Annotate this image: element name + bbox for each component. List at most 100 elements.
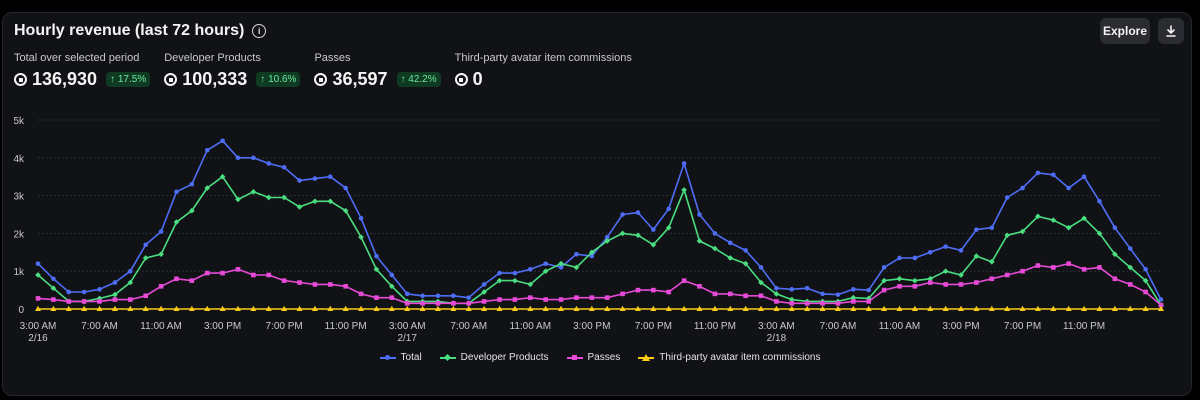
- info-icon[interactable]: i: [252, 24, 267, 38]
- data-point: [35, 261, 41, 266]
- y-tick-label: 5k: [13, 116, 25, 127]
- data-point: [896, 275, 903, 282]
- data-point: [1004, 195, 1010, 200]
- data-point: [712, 291, 718, 297]
- explore-button[interactable]: Explore: [1100, 18, 1150, 44]
- data-point: [788, 305, 795, 311]
- data-point: [342, 305, 349, 311]
- data-point: [511, 305, 518, 311]
- robux-icon: [454, 73, 468, 86]
- data-point: [635, 210, 641, 215]
- data-point: [558, 265, 564, 270]
- x-tick-label: 3:00 AM: [389, 321, 426, 332]
- data-point: [420, 301, 425, 306]
- data-point: [851, 287, 856, 292]
- data-point: [1112, 251, 1118, 258]
- legend-swatch: [379, 354, 396, 362]
- data-point: [912, 255, 918, 261]
- legend-item-developer-products[interactable]: Developer Products: [439, 352, 549, 363]
- data-point: [665, 224, 672, 231]
- data-point: [234, 305, 241, 311]
- data-point: [235, 196, 241, 203]
- data-point: [988, 305, 995, 311]
- legend-swatch: [638, 353, 655, 362]
- legend-item-passes[interactable]: Passes: [566, 352, 620, 363]
- data-point: [712, 245, 718, 252]
- data-point: [742, 305, 749, 311]
- data-point: [496, 277, 503, 284]
- data-point: [620, 212, 625, 217]
- data-point: [742, 260, 749, 267]
- data-point: [650, 305, 657, 311]
- data-point: [558, 305, 565, 311]
- data-point: [881, 305, 888, 311]
- data-point: [665, 305, 672, 311]
- download-button[interactable]: [1158, 18, 1184, 44]
- x-tick-label: 11:00 AM: [140, 321, 182, 332]
- data-point: [281, 305, 288, 311]
- data-point: [881, 277, 887, 284]
- data-point: [251, 155, 256, 161]
- data-point: [727, 255, 734, 261]
- data-point: [420, 293, 425, 299]
- data-point: [866, 287, 872, 293]
- data-point: [743, 248, 748, 253]
- change-badge: ↑ 17.5%: [106, 72, 151, 87]
- data-point: [204, 305, 211, 311]
- legend-item-total[interactable]: Total: [379, 352, 422, 363]
- data-point: [435, 293, 441, 299]
- data-point: [1020, 185, 1025, 191]
- data-point: [619, 230, 626, 237]
- data-point: [51, 297, 56, 302]
- data-point: [435, 301, 441, 306]
- data-point: [512, 277, 518, 284]
- x-tick-label: 11:00 PM: [325, 321, 367, 332]
- data-point: [265, 194, 272, 201]
- data-point: [789, 301, 795, 306]
- data-point: [496, 305, 503, 311]
- data-point: [1143, 267, 1148, 272]
- data-point: [543, 297, 548, 302]
- data-point: [681, 161, 687, 166]
- change-badge: ↑ 10.6%: [256, 72, 301, 87]
- data-point: [65, 305, 72, 311]
- data-point: [235, 155, 241, 161]
- x-tick-label: 7:00 AM: [820, 321, 857, 332]
- data-point: [851, 299, 856, 304]
- data-point: [1081, 174, 1087, 179]
- legend-swatch: [439, 354, 456, 362]
- data-point: [774, 285, 779, 291]
- data-point: [481, 305, 488, 311]
- data-point: [388, 305, 395, 311]
- data-point: [1019, 305, 1026, 311]
- data-point: [819, 305, 826, 311]
- data-point: [835, 292, 841, 297]
- data-point: [727, 240, 733, 246]
- data-point: [173, 305, 180, 311]
- data-point: [404, 291, 410, 297]
- data-point: [1081, 305, 1088, 311]
- data-point: [542, 305, 549, 311]
- stat-label: Third-party avatar item commissions: [454, 52, 632, 64]
- data-point: [312, 198, 318, 205]
- data-point: [235, 267, 241, 272]
- data-point: [912, 277, 918, 284]
- data-point: [619, 305, 626, 311]
- data-point: [373, 266, 380, 273]
- data-point: [542, 268, 549, 275]
- data-point: [958, 305, 965, 311]
- data-point: [281, 164, 287, 170]
- data-point: [142, 305, 149, 311]
- x-tick-label: 7:00 PM: [1004, 321, 1041, 332]
- data-point: [1004, 272, 1010, 278]
- data-point: [1112, 276, 1118, 282]
- data-point: [958, 282, 964, 287]
- data-point: [865, 305, 872, 311]
- data-point: [189, 278, 195, 283]
- data-point: [1096, 305, 1103, 311]
- data-point: [466, 295, 472, 300]
- data-point: [1051, 172, 1056, 178]
- data-point: [604, 305, 611, 311]
- legend-item-third-party[interactable]: Third-party avatar item commissions: [638, 352, 820, 363]
- y-tick-label: 4k: [13, 154, 25, 165]
